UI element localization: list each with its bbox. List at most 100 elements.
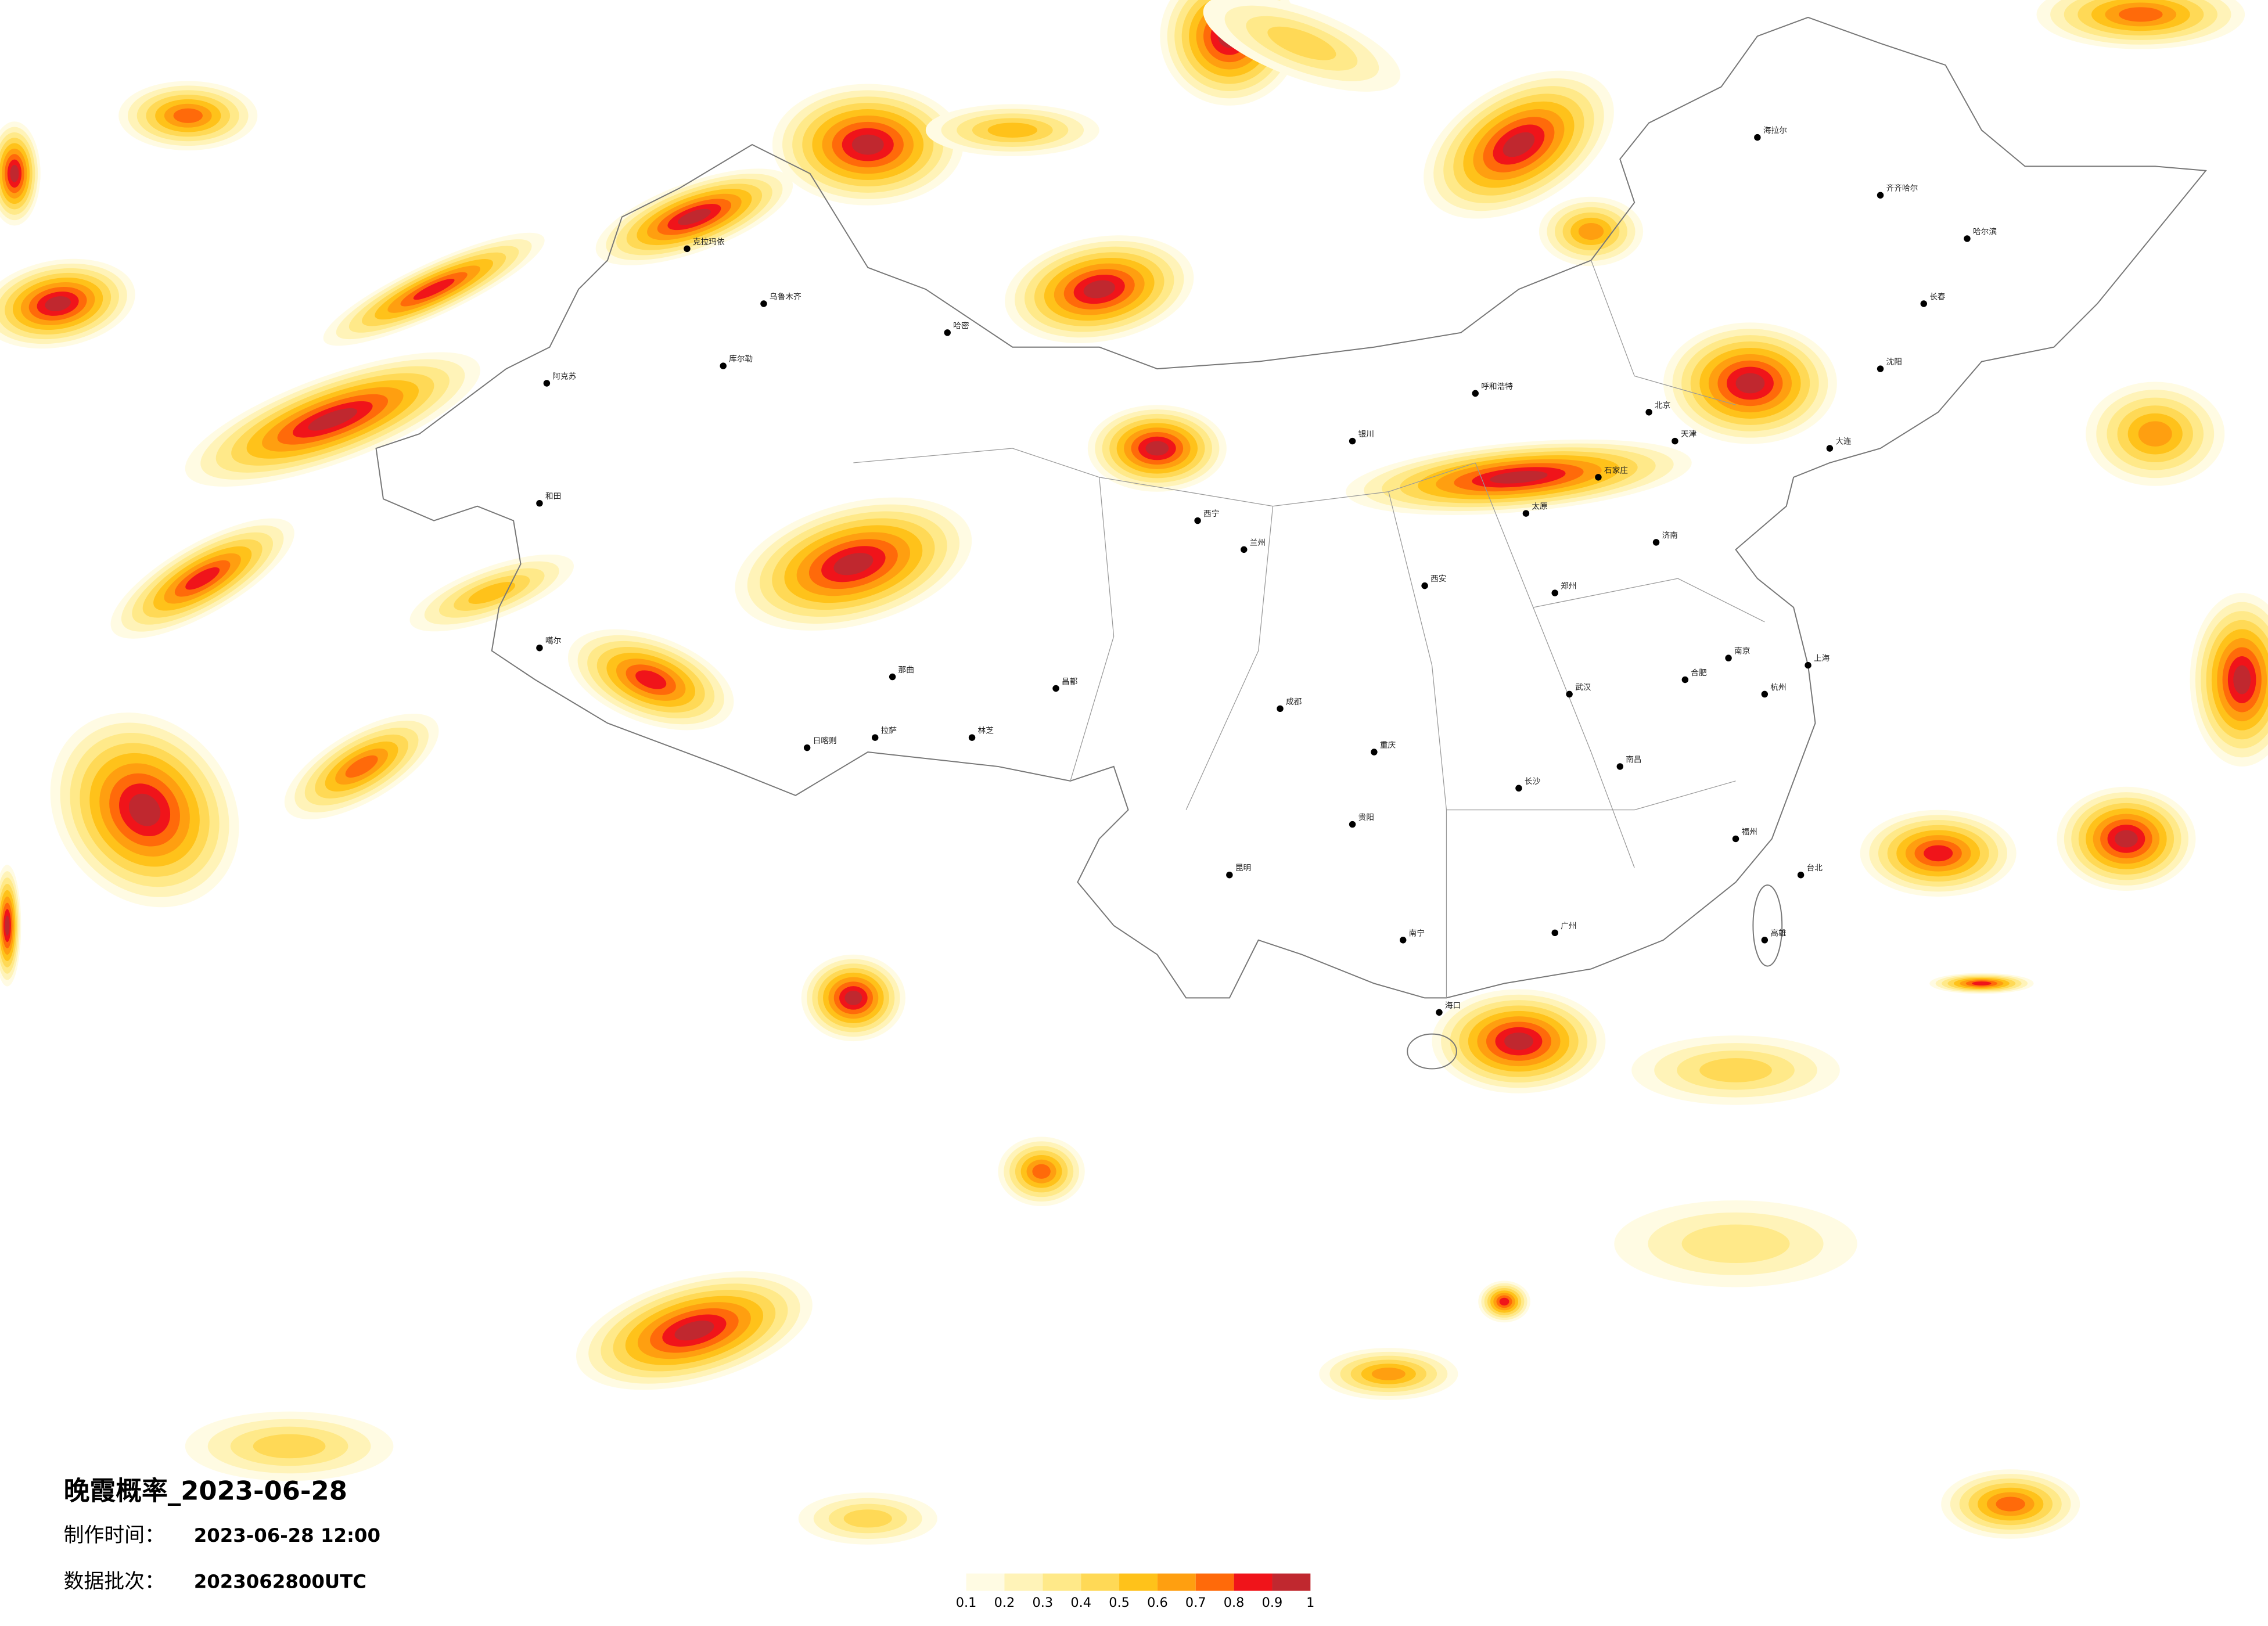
probability-area bbox=[253, 1434, 326, 1459]
legend-tick-label: 1 bbox=[1306, 1595, 1314, 1610]
probability-area bbox=[1267, 26, 1336, 60]
city-dot bbox=[871, 734, 879, 741]
city-label: 西宁 bbox=[1203, 509, 1219, 519]
city-label: 南京 bbox=[1734, 647, 1750, 656]
taiwan-outline bbox=[1752, 884, 1783, 967]
city-label: 齐齐哈尔 bbox=[1886, 184, 1918, 193]
city-label: 福州 bbox=[1741, 828, 1757, 837]
probability-area bbox=[10, 164, 19, 182]
probability-area bbox=[1504, 1033, 1533, 1051]
batch-label: 数据批次： bbox=[64, 1570, 165, 1593]
city-label: 台北 bbox=[1807, 864, 1823, 873]
city-label: 和田 bbox=[545, 492, 561, 501]
city-dot bbox=[1920, 300, 1928, 307]
probability-area bbox=[674, 1321, 714, 1341]
city-dot bbox=[1349, 821, 1356, 828]
probability-area bbox=[1972, 981, 1992, 985]
probability-area bbox=[987, 123, 1037, 138]
legend-tick-label: 0.6 bbox=[1147, 1595, 1168, 1610]
legend-swatch bbox=[966, 1573, 1005, 1591]
city-label: 上海 bbox=[1814, 654, 1830, 663]
probability-area bbox=[1924, 845, 1953, 862]
city-label: 长沙 bbox=[1525, 777, 1541, 786]
city-label: 沈阳 bbox=[1886, 358, 1902, 367]
probability-area bbox=[2115, 830, 2138, 848]
city-dot bbox=[1616, 763, 1624, 770]
city-label: 济南 bbox=[1662, 531, 1678, 540]
city-dot bbox=[1761, 937, 1769, 944]
province-lines bbox=[853, 260, 1765, 998]
probability-area bbox=[833, 553, 874, 575]
city-label: 拉萨 bbox=[881, 726, 897, 736]
probability-area bbox=[128, 793, 161, 826]
city-dot bbox=[1194, 517, 1201, 524]
legend-swatch bbox=[1119, 1573, 1158, 1591]
city-dot bbox=[1725, 654, 1732, 661]
city-dot bbox=[1877, 192, 1884, 199]
city-dot bbox=[1399, 937, 1407, 944]
city-dot bbox=[1349, 437, 1356, 445]
city-dot bbox=[1052, 685, 1059, 692]
city-label: 银川 bbox=[1358, 430, 1374, 439]
legend-tick-label: 0.7 bbox=[1185, 1595, 1206, 1610]
legend-swatch bbox=[1043, 1573, 1081, 1591]
probability-area bbox=[844, 990, 862, 1005]
probability-area bbox=[45, 296, 71, 311]
city-label: 重庆 bbox=[1380, 741, 1396, 750]
city-dot bbox=[1566, 690, 1573, 698]
probability-area bbox=[413, 278, 455, 300]
city-label: 石家庄 bbox=[1604, 465, 1628, 475]
probability-area bbox=[345, 755, 378, 778]
legend-swatch bbox=[1272, 1573, 1311, 1591]
city-label: 武汉 bbox=[1575, 683, 1591, 692]
city-label: 乌鲁木齐 bbox=[770, 293, 801, 302]
hainan-outline bbox=[1407, 1033, 1457, 1070]
legend-tick-label: 0.3 bbox=[1033, 1595, 1054, 1610]
probability-area bbox=[185, 567, 220, 590]
country-outline bbox=[375, 16, 2207, 999]
city-dot bbox=[1421, 582, 1428, 589]
city-dot bbox=[1522, 510, 1530, 517]
probability-area bbox=[2119, 7, 2163, 22]
city-label: 噶尔 bbox=[545, 636, 562, 646]
city-label: 林芝 bbox=[978, 726, 994, 736]
city-label: 阿克苏 bbox=[552, 372, 576, 381]
probability-area bbox=[1083, 280, 1115, 298]
city-dot bbox=[720, 362, 727, 369]
probability-area bbox=[678, 208, 711, 225]
batch: 2023062800UTC bbox=[194, 1571, 366, 1593]
probability-area bbox=[1490, 471, 1548, 484]
legend-swatch bbox=[1234, 1573, 1273, 1591]
probability-area bbox=[1699, 1058, 1772, 1082]
city-dot bbox=[889, 673, 896, 681]
city-dot bbox=[1277, 705, 1284, 713]
city-label: 哈密 bbox=[953, 321, 969, 330]
city-dot bbox=[1472, 390, 1479, 397]
city-label: 成都 bbox=[1286, 697, 1302, 707]
probability-area bbox=[5, 915, 10, 936]
probability-area bbox=[468, 582, 516, 605]
city-label: 昆明 bbox=[1235, 864, 1251, 873]
city-label: 南昌 bbox=[1626, 755, 1641, 764]
city-dot bbox=[968, 734, 976, 741]
city-label: 北京 bbox=[1655, 401, 1670, 410]
probability-area bbox=[1681, 1224, 1790, 1263]
city-dot bbox=[1551, 929, 1558, 937]
city-dot bbox=[760, 300, 767, 307]
city-dot bbox=[1226, 871, 1233, 879]
probability-area bbox=[1145, 441, 1169, 456]
city-dot bbox=[1515, 785, 1522, 792]
city-dot bbox=[1877, 365, 1884, 372]
city-label: 西安 bbox=[1430, 574, 1446, 584]
legend-swatch bbox=[1004, 1573, 1043, 1591]
city-dot bbox=[1436, 1009, 1443, 1016]
probability-area bbox=[635, 670, 667, 689]
probability-area bbox=[1578, 222, 1604, 240]
city-label: 海口 bbox=[1445, 1001, 1461, 1010]
city-label: 日喀则 bbox=[813, 736, 837, 746]
city-label: 克拉玛依 bbox=[693, 238, 725, 247]
city-label: 库尔勒 bbox=[729, 355, 753, 364]
probability-area bbox=[1371, 1368, 1406, 1380]
